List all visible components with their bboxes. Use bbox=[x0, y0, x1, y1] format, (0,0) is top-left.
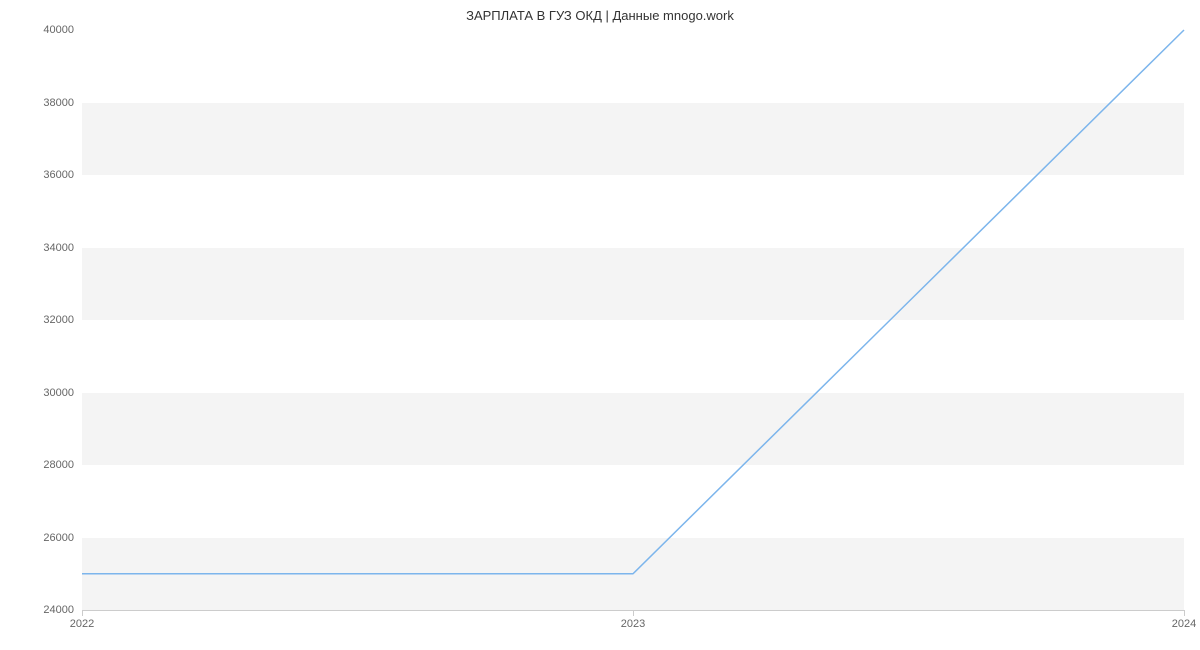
series-line-salary bbox=[82, 30, 1184, 574]
x-tick-label: 2024 bbox=[1172, 618, 1196, 630]
y-tick-label: 24000 bbox=[43, 604, 74, 616]
x-tick-mark bbox=[1184, 610, 1185, 616]
y-tick-label: 26000 bbox=[43, 532, 74, 544]
y-tick-label: 28000 bbox=[43, 459, 74, 471]
line-layer bbox=[82, 30, 1184, 610]
y-tick-label: 34000 bbox=[43, 242, 74, 254]
y-tick-label: 38000 bbox=[43, 97, 74, 109]
y-tick-label: 32000 bbox=[43, 314, 74, 326]
y-tick-label: 40000 bbox=[43, 24, 74, 36]
chart-title: ЗАРПЛАТА В ГУЗ ОКД | Данные mnogo.work bbox=[0, 8, 1200, 23]
y-tick-label: 36000 bbox=[43, 169, 74, 181]
y-tick-label: 30000 bbox=[43, 387, 74, 399]
salary-chart: ЗАРПЛАТА В ГУЗ ОКД | Данные mnogo.work 2… bbox=[0, 0, 1200, 650]
x-axis-line bbox=[82, 610, 1184, 611]
x-tick-label: 2023 bbox=[621, 618, 645, 630]
x-tick-label: 2022 bbox=[70, 618, 94, 630]
plot-area: 2400026000280003000032000340003600038000… bbox=[82, 30, 1184, 610]
